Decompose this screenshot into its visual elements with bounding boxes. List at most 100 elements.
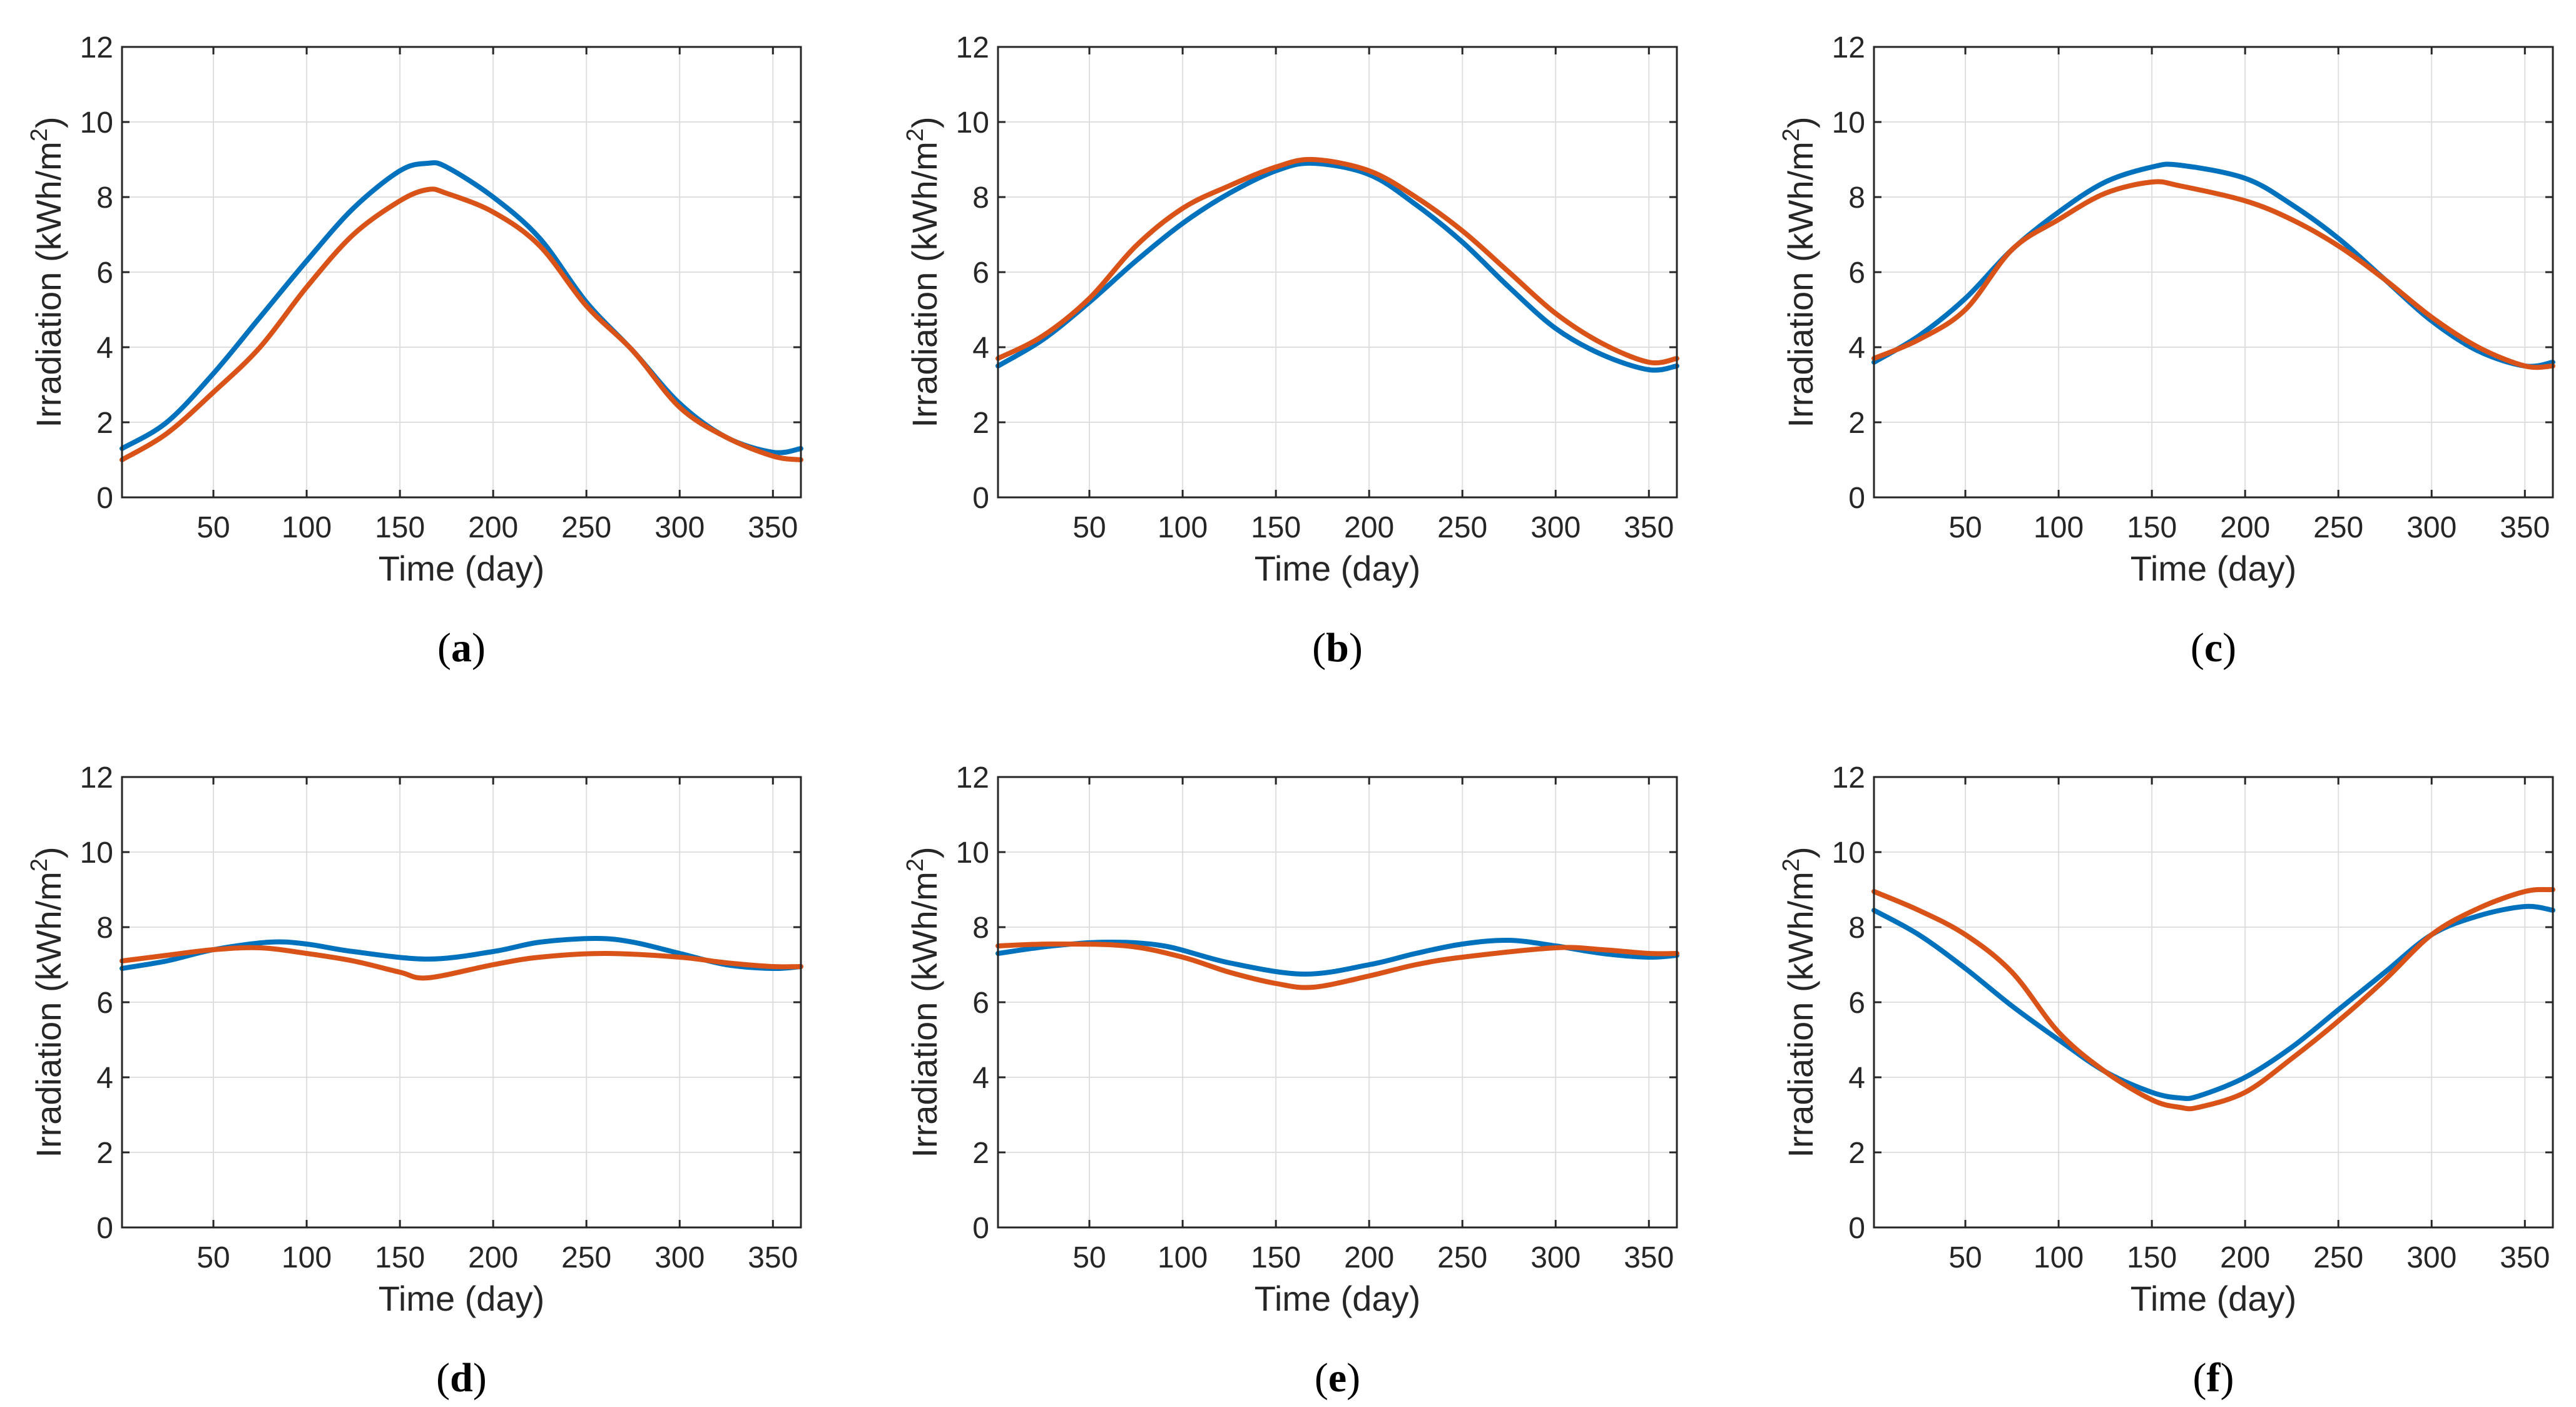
y-axis-label-close: ) [905,846,944,858]
x-tick-label: 100 [2034,511,2084,544]
x-tick-label: 250 [561,1241,611,1274]
y-tick-label: 4 [1848,1062,1865,1095]
x-tick-label: 50 [1948,511,1982,544]
x-axis-label: Time (day) [2131,549,2297,588]
y-tick-label: 0 [96,1212,113,1245]
series-line-2 [120,945,803,981]
y-tick-label: 4 [96,332,113,365]
y-axis-label-close: ) [905,116,944,128]
series-line-2 [1871,179,2555,370]
y-tick-label: 12 [1832,31,1865,64]
panel-caption-letter: d [450,1355,473,1401]
panel-caption-close: ) [472,625,486,671]
y-tick-label: 8 [972,912,989,945]
panel-caption-open: ( [1315,1355,1328,1401]
panel-caption-open: ( [1312,625,1326,671]
x-tick-label: 50 [1072,1241,1106,1274]
x-tick-label: 50 [196,511,230,544]
y-tick-label: 4 [96,1062,113,1095]
y-tick-label: 12 [956,761,989,795]
panel-caption-close: ) [2220,1355,2234,1401]
x-tick-label: 200 [2220,511,2270,544]
y-tick-label: 8 [972,181,989,215]
y-tick-label: 6 [96,987,113,1020]
y-tick-label: 0 [1848,482,1865,515]
chart-panel-a: 50 100 150 200 250 300 350 0 2 4 6 8 10 12 Time (day) I… [26,31,803,671]
y-axis-label-close: ) [1781,846,1820,858]
x-tick-label: 200 [468,511,518,544]
y-tick-label: 12 [80,761,113,795]
y-tick-label: 12 [956,31,989,64]
panel-caption: (b) [1312,625,1363,671]
y-tick-label: 8 [1848,181,1865,215]
x-tick-label: 200 [1344,511,1394,544]
panel-caption: (d) [436,1355,487,1401]
y-tick-label: 10 [956,106,989,140]
y-tick-label: 6 [1848,257,1865,290]
x-tick-label: 350 [748,511,798,544]
panel-caption-close: ) [1349,625,1363,671]
panel-caption-close: ) [1347,1355,1360,1401]
chart-panel-c: 50 100 150 200 250 300 350 0 2 4 6 8 10 12 Time (day) I… [1778,31,2555,671]
x-tick-label: 150 [2127,511,2177,544]
y-tick-label: 8 [96,912,113,945]
x-tick-label: 100 [1158,511,1208,544]
x-tick-label: 50 [196,1241,230,1274]
y-tick-label: 2 [96,1137,113,1170]
y-axis-label-superscript: 2 [1778,858,1805,871]
x-tick-label: 100 [2034,1241,2084,1274]
y-axis-label-superscript: 2 [902,858,929,871]
y-axis-label-main: Irradiation (kWh/m [29,871,68,1157]
x-tick-label: 50 [1072,511,1106,544]
x-tick-label: 250 [1437,1241,1487,1274]
y-axis-label: Irradiation (kWh/m2) [902,846,944,1157]
panel-caption-letter: e [1328,1355,1347,1401]
y-tick-label: 10 [1832,106,1865,140]
y-tick-label: 6 [96,257,113,290]
y-tick-label: 2 [96,407,113,440]
series-line-2 [995,941,1679,990]
y-tick-label: 4 [1848,332,1865,365]
y-axis-label-close: ) [29,846,68,858]
panel-caption-letter: a [451,625,472,671]
x-tick-label: 100 [282,1241,332,1274]
y-axis-label-superscript: 2 [26,858,53,871]
panel-caption-letter: c [2204,625,2222,671]
x-tick-label: 350 [1624,1241,1674,1274]
x-tick-label: 200 [2220,1241,2270,1274]
x-tick-label: 300 [654,511,705,544]
series-line-1 [120,160,803,455]
x-tick-label: 300 [2406,511,2456,544]
chart-panel-f: 50 100 150 200 250 300 350 0 2 4 6 8 10 12 Time (day) I… [1778,761,2555,1401]
y-axis-label-main: Irradiation (kWh/m [905,141,944,427]
series-line-1 [995,160,1679,373]
panel-caption-letter: f [2207,1355,2221,1401]
x-tick-label: 150 [1251,511,1301,544]
series-line-1 [995,937,1679,977]
x-tick-label: 350 [2500,1241,2550,1274]
panel-caption-open: ( [2191,625,2204,671]
y-axis-label: Irradiation (kWh/m2) [26,846,68,1157]
panel-caption: (c) [2191,625,2236,671]
x-tick-label: 300 [1530,1241,1581,1274]
series-line-2 [120,186,803,462]
y-tick-label: 4 [972,332,989,365]
y-tick-label: 2 [972,407,989,440]
panel-caption-open: ( [2193,1355,2207,1401]
x-tick-label: 200 [1344,1241,1394,1274]
y-axis-label-close: ) [1781,116,1820,128]
x-tick-label: 300 [654,1241,705,1274]
y-tick-label: 0 [96,482,113,515]
y-tick-label: 8 [96,181,113,215]
y-axis-label: Irradiation (kWh/m2) [902,116,944,427]
x-tick-label: 350 [2500,511,2550,544]
y-tick-label: 12 [80,31,113,64]
x-axis-label: Time (day) [1255,549,1421,588]
panel-caption-open: ( [437,625,451,671]
y-tick-label: 10 [1832,836,1865,870]
series-line-2 [995,156,1679,365]
y-tick-label: 12 [1832,761,1865,795]
y-tick-label: 2 [1848,407,1865,440]
y-axis-label: Irradiation (kWh/m2) [26,116,68,427]
